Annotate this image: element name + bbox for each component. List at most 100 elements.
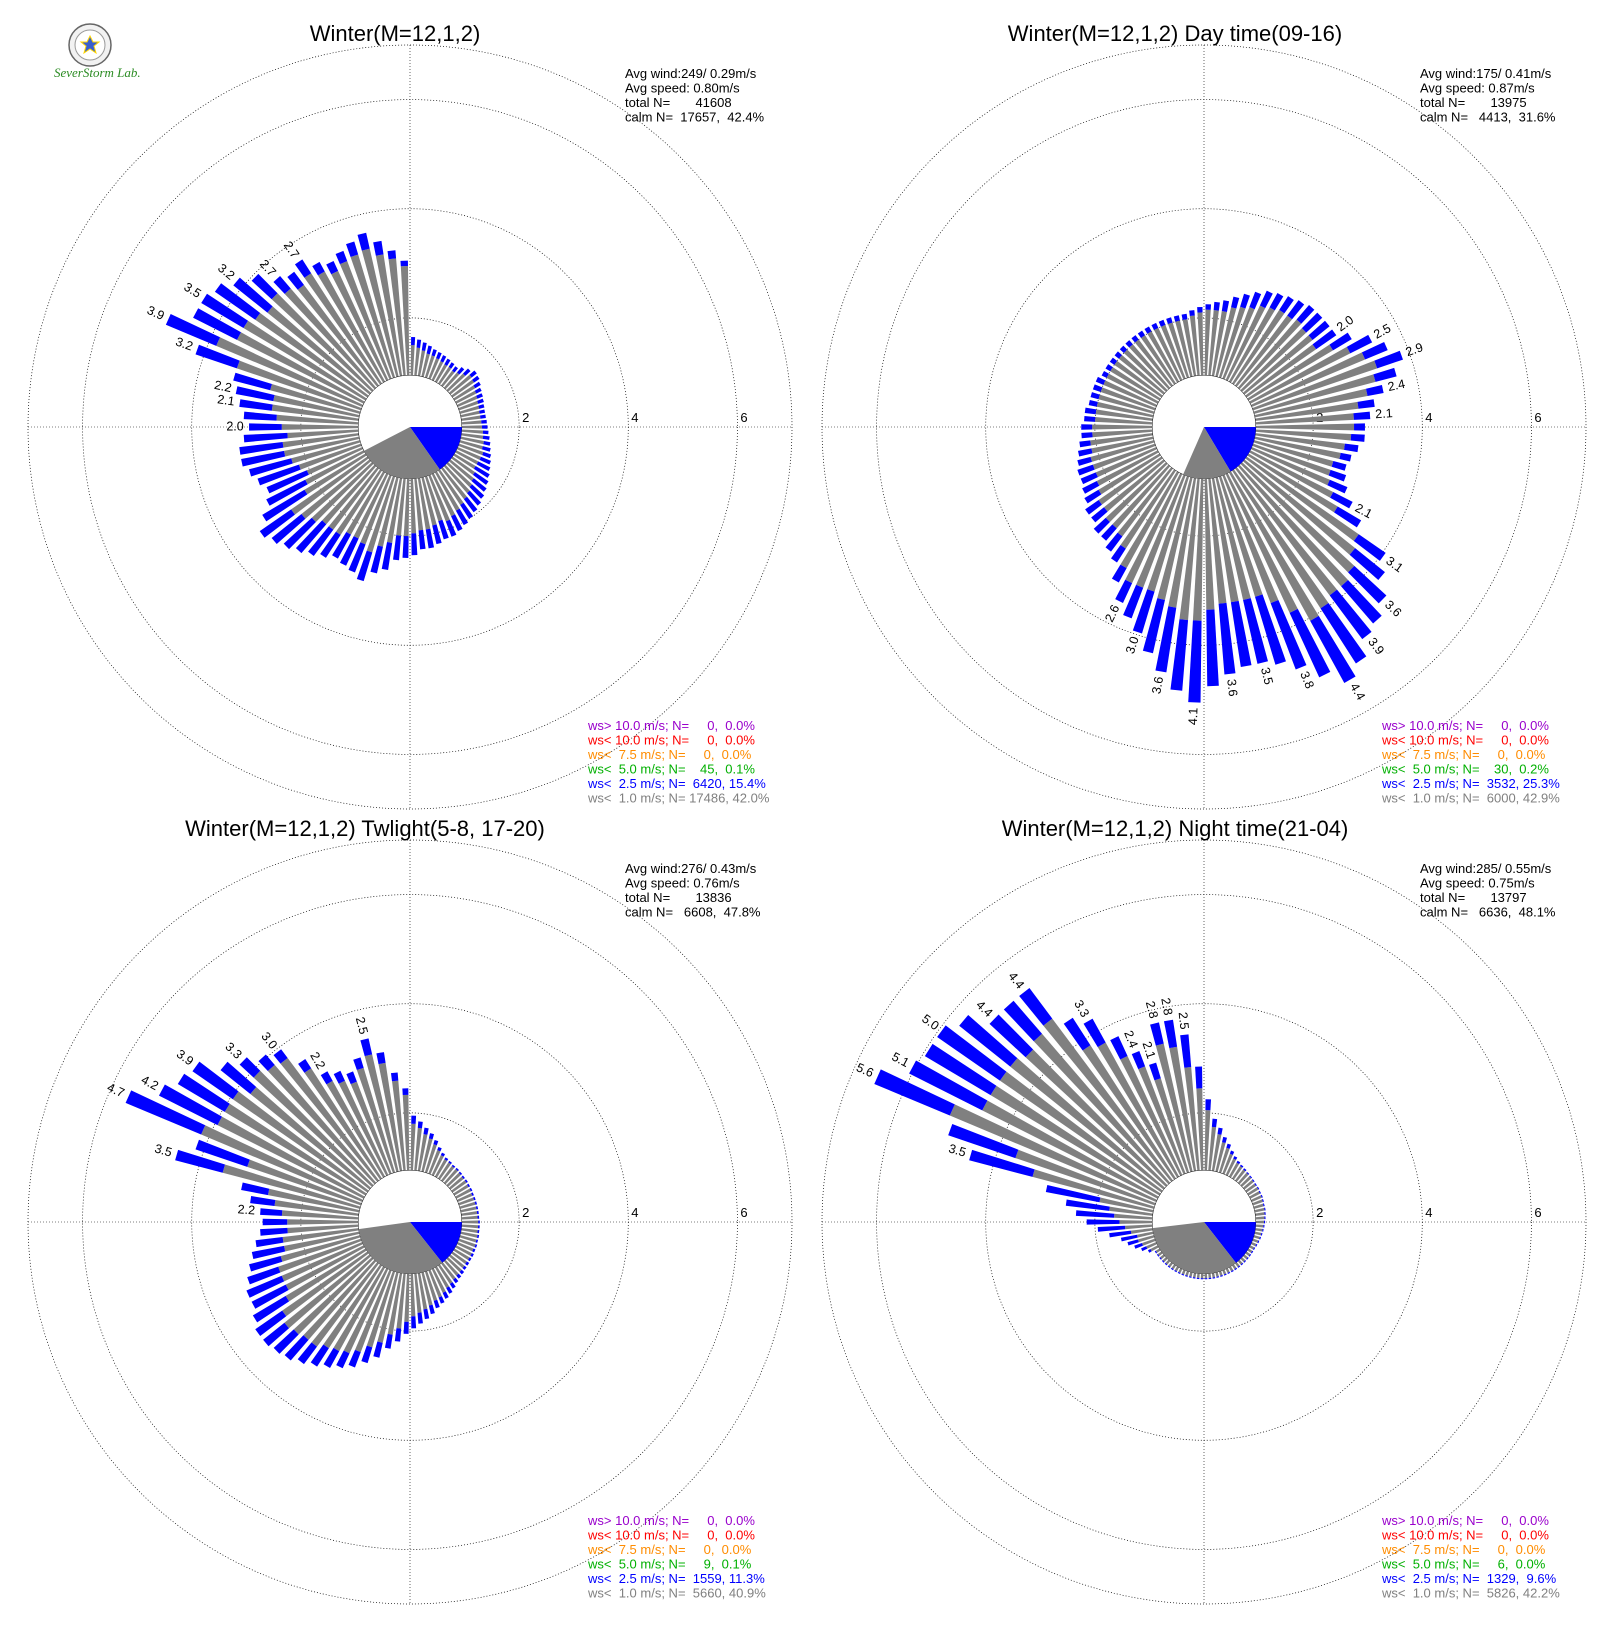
bar-blue-segment — [1246, 1171, 1250, 1175]
bar-blue-segment — [1270, 599, 1307, 670]
bar-gray-segment — [1245, 344, 1317, 398]
bar-gray-segment — [982, 1100, 1159, 1199]
bar-gray-segment — [1033, 1033, 1171, 1185]
bar-value-label: 2.6 — [1102, 602, 1122, 624]
bar-gray-segment — [1196, 1088, 1204, 1171]
tick-label: 6 — [1534, 1205, 1541, 1220]
bar-gray-segment — [443, 372, 460, 390]
bar-gray-segment — [1098, 456, 1163, 505]
bar-gray-segment — [438, 1264, 453, 1284]
stats-text: Avg speed: 0.87m/s — [1420, 81, 1535, 96]
bar-blue-segment — [251, 1284, 289, 1309]
bar-gray-segment — [461, 1211, 478, 1216]
bar-gray-segment — [1237, 1259, 1243, 1265]
bar-blue-segment — [1259, 1236, 1262, 1240]
bar-gray-segment — [1253, 440, 1334, 467]
bar-gray-segment — [1215, 1142, 1226, 1172]
bar-blue-segment — [298, 1059, 312, 1073]
bar-blue-segment — [1263, 1224, 1265, 1228]
bar-blue-segment — [1109, 1230, 1132, 1238]
bar-blue-segment — [1264, 1216, 1266, 1220]
bar-blue-segment — [1091, 507, 1108, 523]
bar-gray-segment — [1150, 1245, 1159, 1252]
bar-gray-segment — [1228, 307, 1275, 383]
bar-blue-segment — [1181, 313, 1188, 320]
bar-gray-segment — [247, 1159, 362, 1206]
bar-blue-segment — [1132, 589, 1155, 634]
bar-blue-segment — [357, 232, 370, 251]
bar-blue-segment — [481, 419, 487, 424]
bar-blue-segment — [438, 519, 449, 540]
bar-blue-segment — [353, 1057, 364, 1071]
bar-blue-segment — [255, 1310, 287, 1337]
bar-gray-segment — [250, 1086, 372, 1190]
bar-gray-segment — [1240, 328, 1307, 392]
bar-gray-segment — [356, 1067, 396, 1174]
bar-gray-segment — [343, 1268, 389, 1354]
bar-blue-segment — [390, 1072, 399, 1082]
legend-entry: ws< 2.5 m/s; N= 3532, 25.3% — [1381, 776, 1560, 791]
bar-blue-segment — [1092, 384, 1103, 392]
bar-gray-segment — [414, 347, 421, 376]
bar-blue-segment — [320, 1071, 333, 1085]
bar-blue-segment — [1330, 492, 1353, 509]
bar-blue-segment — [1334, 506, 1362, 528]
bar-blue-segment — [1296, 304, 1315, 324]
bar-gray-segment — [232, 1091, 369, 1193]
bar-gray-segment — [1117, 467, 1174, 537]
bar-gray-segment — [1204, 309, 1211, 376]
bar-blue-segment — [1236, 1160, 1241, 1165]
bar-blue-segment — [1141, 1246, 1148, 1252]
bar-gray-segment — [216, 337, 364, 407]
bar-gray-segment — [1208, 1273, 1212, 1279]
bar-gray-segment — [451, 1180, 467, 1193]
bar-gray-segment — [1249, 1191, 1261, 1199]
bar-gray-segment — [431, 1155, 444, 1176]
tick-label: 2 — [522, 1205, 529, 1220]
bar-gray-segment — [414, 1273, 422, 1313]
bar-gray-segment — [440, 370, 455, 387]
bar-blue-segment — [1166, 317, 1173, 324]
bar-gray-segment — [1200, 1273, 1204, 1279]
bar-gray-segment — [281, 424, 359, 430]
bar-blue-segment — [1161, 1260, 1165, 1263]
bar-blue-segment — [1243, 598, 1268, 664]
bar-blue-segment — [1350, 433, 1365, 442]
bar-gray-segment — [1153, 327, 1183, 381]
bar-blue-segment — [411, 1316, 417, 1329]
bar-value-label: 3.6 — [1149, 675, 1166, 695]
bar-gray-segment — [1242, 335, 1313, 395]
bar-gray-segment — [443, 464, 470, 494]
bar-gray-segment — [451, 1251, 467, 1264]
bar-gray-segment — [1249, 346, 1351, 404]
bar-blue-segment — [177, 1073, 230, 1112]
bar-gray-segment — [428, 358, 440, 380]
bar-gray-segment — [282, 1228, 359, 1243]
bar-gray-segment — [428, 1150, 441, 1175]
bar-blue-segment — [1246, 1257, 1249, 1260]
bar-blue-segment — [481, 446, 491, 452]
bar-blue-segment — [1208, 1277, 1212, 1280]
bar-gray-segment — [311, 462, 374, 523]
legend-entry: ws> 10.0 m/s; N= 0, 0.0% — [1381, 718, 1549, 733]
bar-blue-segment — [1151, 322, 1159, 330]
legend-entry: ws< 10.0 m/s; N= 0, 0.0% — [587, 733, 755, 748]
bar-gray-segment — [1114, 1213, 1153, 1220]
bar-blue-segment — [1185, 1275, 1188, 1277]
bar-gray-segment — [284, 288, 377, 390]
bar-blue-segment — [417, 1121, 423, 1129]
bar-blue-segment — [1195, 1066, 1203, 1089]
bar-blue-segment — [356, 550, 373, 582]
bar-gray-segment — [375, 254, 403, 377]
bar-blue-segment — [472, 472, 489, 485]
bar-gray-segment — [1162, 1257, 1168, 1262]
bar-blue-segment — [482, 430, 489, 435]
bar-blue-segment — [1127, 1239, 1139, 1246]
bar-gray-segment — [1252, 443, 1331, 476]
bar-blue-segment — [1255, 594, 1286, 665]
outer-ring — [821, 839, 1587, 1605]
bar-blue-segment — [1189, 310, 1195, 317]
legend-entry: ws< 1.0 m/s; N= 6000, 42.9% — [1381, 791, 1560, 806]
bar-blue-segment — [1248, 1254, 1252, 1257]
